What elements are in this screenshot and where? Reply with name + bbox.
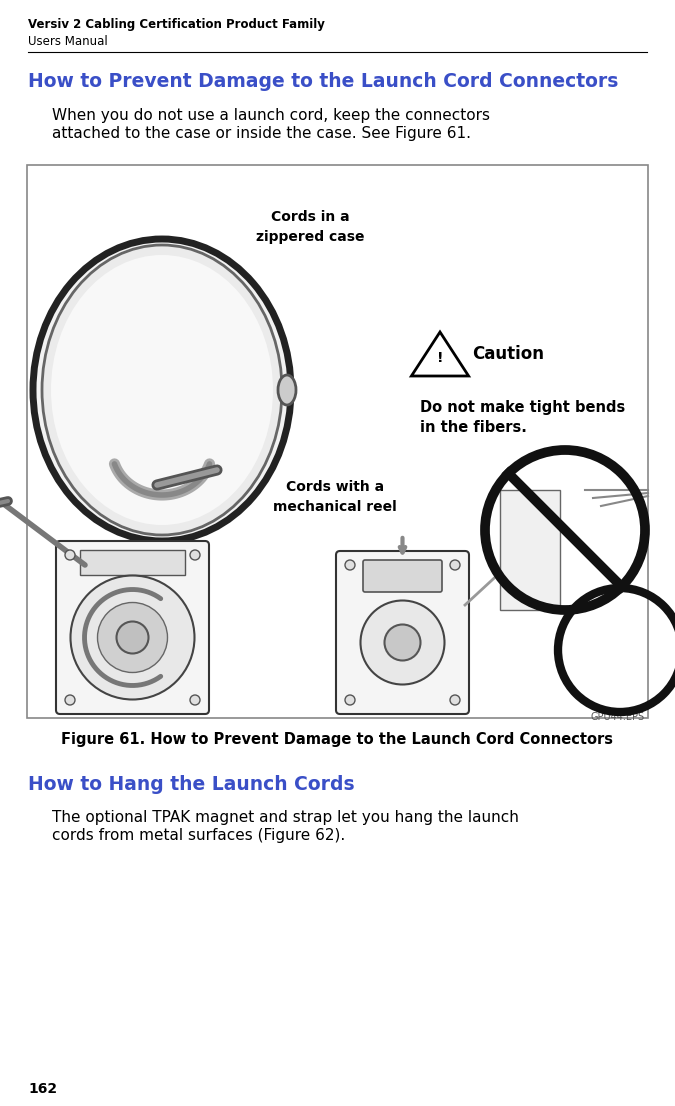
Circle shape: [450, 560, 460, 570]
Circle shape: [345, 695, 355, 705]
Circle shape: [190, 695, 200, 705]
FancyBboxPatch shape: [27, 165, 648, 718]
Circle shape: [345, 560, 355, 570]
Ellipse shape: [42, 246, 282, 535]
Text: How to Prevent Damage to the Launch Cord Connectors: How to Prevent Damage to the Launch Cord…: [28, 72, 618, 91]
Ellipse shape: [33, 239, 291, 541]
FancyBboxPatch shape: [363, 560, 442, 592]
Text: When you do not use a launch cord, keep the connectors: When you do not use a launch cord, keep …: [52, 108, 490, 123]
Circle shape: [385, 625, 421, 660]
FancyBboxPatch shape: [336, 551, 469, 714]
Circle shape: [65, 550, 75, 560]
Circle shape: [97, 603, 167, 672]
Text: in the fibers.: in the fibers.: [420, 420, 527, 435]
Ellipse shape: [51, 255, 273, 525]
Text: mechanical reel: mechanical reel: [273, 500, 397, 514]
Circle shape: [70, 575, 194, 699]
FancyBboxPatch shape: [80, 550, 185, 575]
Text: Do not make tight bends: Do not make tight bends: [420, 400, 625, 415]
FancyBboxPatch shape: [56, 541, 209, 714]
Text: The optional TPAK magnet and strap let you hang the launch: The optional TPAK magnet and strap let y…: [52, 810, 519, 825]
Text: Caution: Caution: [472, 345, 544, 363]
Text: Figure 61. How to Prevent Damage to the Launch Cord Connectors: Figure 61. How to Prevent Damage to the …: [61, 732, 613, 747]
Text: attached to the case or inside the case. See Figure 61.: attached to the case or inside the case.…: [52, 126, 471, 140]
Text: Users Manual: Users Manual: [28, 35, 108, 48]
Circle shape: [117, 622, 148, 654]
Circle shape: [190, 550, 200, 560]
Text: Versiv 2 Cabling Certification Product Family: Versiv 2 Cabling Certification Product F…: [28, 18, 325, 31]
Text: Cords with a: Cords with a: [286, 480, 384, 494]
Text: zippered case: zippered case: [256, 230, 364, 244]
FancyBboxPatch shape: [500, 490, 560, 611]
Text: GPU44.EPS: GPU44.EPS: [591, 712, 645, 722]
Text: Cords in a: Cords in a: [271, 210, 350, 225]
Circle shape: [360, 601, 445, 685]
Text: cords from metal surfaces (Figure 62).: cords from metal surfaces (Figure 62).: [52, 828, 345, 843]
Text: !: !: [437, 352, 443, 365]
Circle shape: [450, 695, 460, 705]
Circle shape: [65, 695, 75, 705]
Ellipse shape: [278, 375, 296, 405]
Text: How to Hang the Launch Cords: How to Hang the Launch Cords: [28, 775, 354, 794]
Text: 162: 162: [28, 1082, 57, 1096]
Polygon shape: [411, 332, 468, 376]
